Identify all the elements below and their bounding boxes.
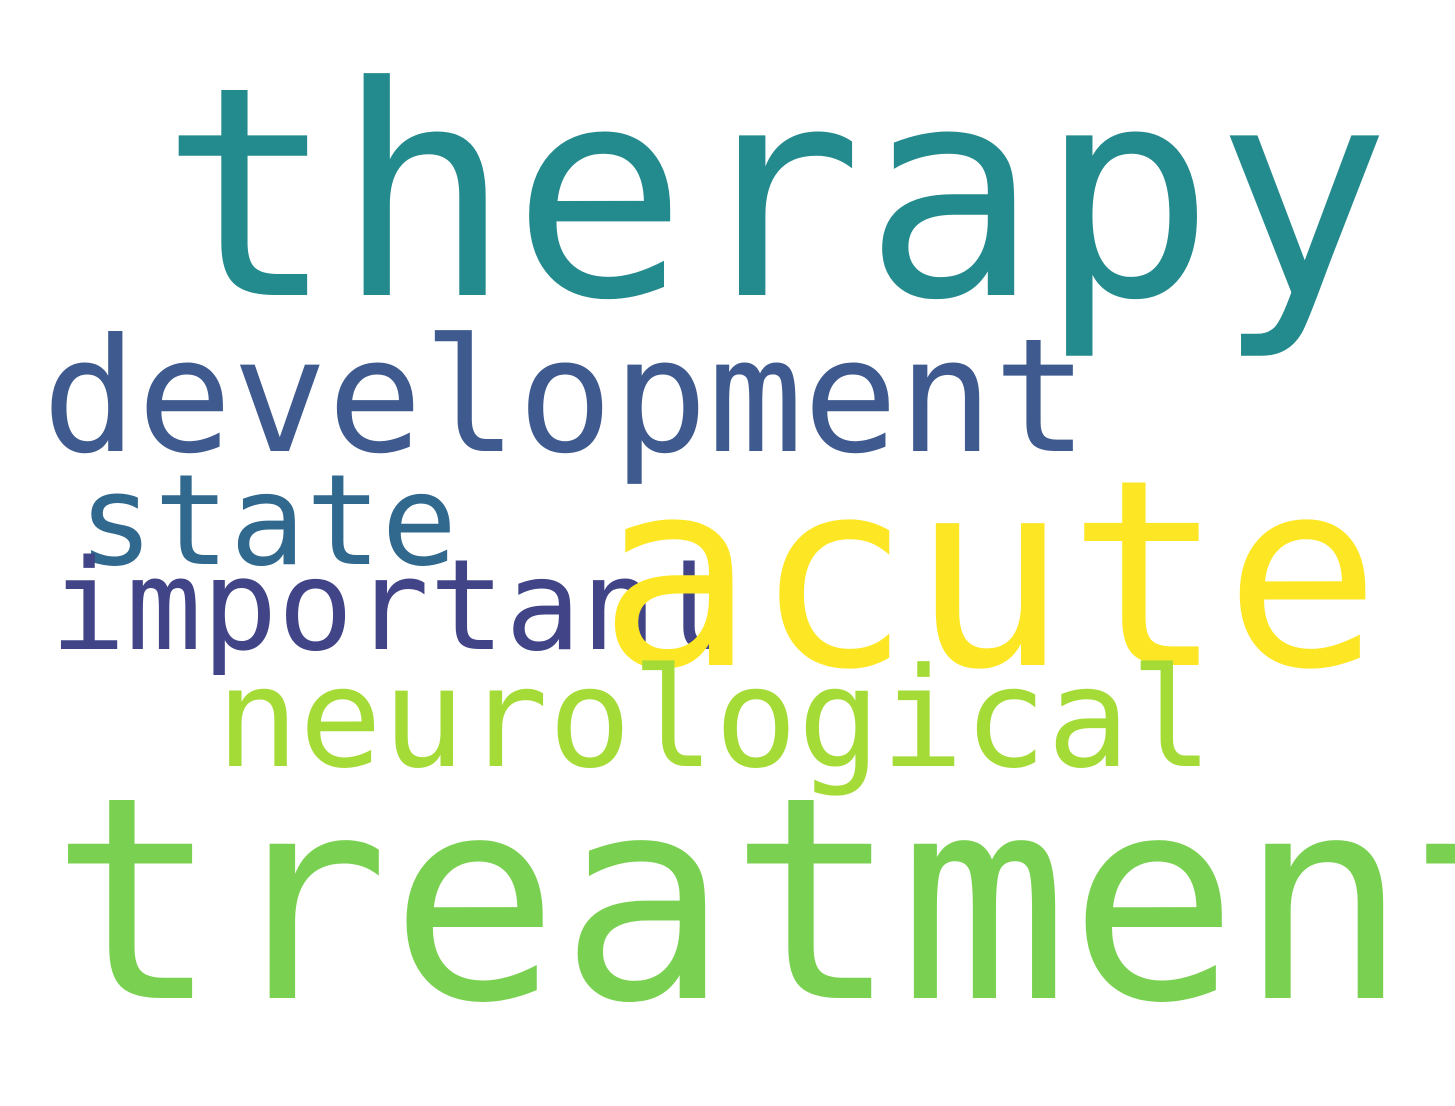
word-therapy: therapy (160, 24, 1391, 364)
word-state: state (78, 447, 458, 594)
word-neurological: neurological (216, 638, 1213, 799)
word-development: development (42, 305, 1089, 489)
word-acute: acute (598, 425, 1381, 727)
word-treatment: treatment (50, 736, 1455, 1065)
word-important: important (50, 532, 733, 679)
